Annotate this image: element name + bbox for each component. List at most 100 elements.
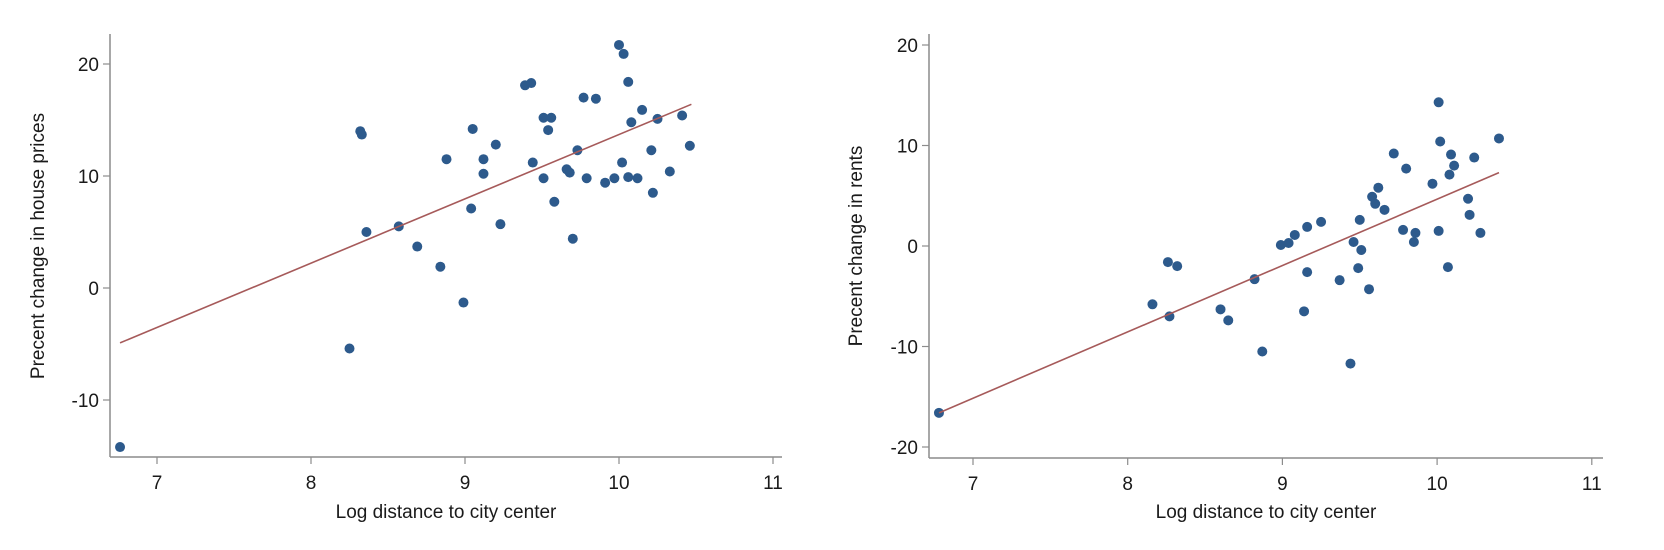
data-point [1398, 224, 1409, 235]
data-point [549, 196, 560, 207]
data-point [543, 125, 554, 136]
data-point [1379, 204, 1390, 215]
data-point [344, 343, 355, 354]
rent-panel: -20 -10 0 10 20 7 8 9 10 11 Log distance to city… [846, 34, 1603, 523]
data-point [1147, 299, 1158, 310]
y-tick-label: 20 [897, 36, 918, 57]
y-tick-label: 20 [78, 55, 99, 76]
data-point [1302, 221, 1313, 232]
data-point [618, 48, 629, 59]
data-point [1353, 263, 1364, 274]
data-point [1433, 225, 1444, 236]
x-tick-label: 9 [460, 473, 471, 494]
data-point [1449, 160, 1460, 171]
y-tick-label: 0 [88, 279, 99, 300]
data-point [1370, 198, 1381, 209]
data-point [684, 140, 695, 151]
data-point [1388, 148, 1399, 159]
house-price-panel: -10 0 10 20 7 8 9 10 11 Log distance to city ce… [28, 34, 783, 523]
x-axis-title: Log distance to city center [1156, 502, 1377, 523]
data-point [1316, 216, 1327, 227]
data-point [1463, 193, 1474, 204]
data-point [1275, 239, 1286, 250]
data-point [538, 112, 549, 123]
data-point [435, 261, 446, 272]
x-tick-label: 9 [1277, 474, 1288, 495]
y-axis-ticks: -10 0 10 20 [72, 55, 110, 412]
data-point [1435, 136, 1446, 147]
data-point [478, 168, 489, 179]
x-tick-label: 11 [763, 473, 783, 494]
data-point [1299, 306, 1310, 317]
fitted-line [938, 171, 1500, 414]
data-point [1433, 97, 1444, 108]
x-tick-label: 8 [1122, 474, 1133, 495]
y-tick-label: 10 [897, 137, 918, 158]
x-tick-label: 7 [968, 474, 979, 495]
data-point [1354, 214, 1365, 225]
data-point [637, 104, 648, 115]
data-point [495, 219, 506, 230]
data-point [614, 39, 624, 50]
data-point [664, 166, 675, 177]
data-point [1302, 267, 1313, 278]
data-point [617, 157, 628, 168]
data-point [1289, 229, 1300, 240]
y-tick-label: -10 [72, 391, 99, 412]
data-point [1172, 261, 1183, 272]
x-axis-ticks: 7 8 9 10 11 [152, 457, 783, 494]
data-point [1401, 163, 1412, 174]
x-tick-label: 10 [608, 473, 629, 494]
x-tick-label: 8 [306, 473, 317, 494]
data-point [1373, 182, 1384, 193]
data-point [1493, 133, 1504, 144]
data-point [412, 241, 423, 252]
data-point [609, 173, 620, 184]
data-point [1408, 236, 1419, 247]
data-point [526, 78, 537, 89]
data-point [356, 129, 367, 140]
data-point [1410, 227, 1421, 238]
data-point [1283, 237, 1294, 248]
data-point [490, 139, 501, 150]
data-point [467, 123, 478, 134]
data-point [1469, 152, 1480, 163]
y-tick-label: -20 [891, 438, 918, 459]
data-point [1356, 245, 1367, 256]
data-point [1442, 262, 1453, 273]
data-point [1162, 257, 1173, 268]
data-point [441, 154, 452, 165]
data-point [1348, 236, 1359, 247]
data-point [623, 172, 634, 183]
data-point [581, 173, 592, 184]
y-axis-ticks: -20 -10 0 10 20 [891, 36, 929, 459]
data-point [546, 112, 557, 123]
x-tick-label: 7 [152, 473, 163, 494]
x-tick-label: 11 [1582, 474, 1602, 495]
plot-area [933, 97, 1504, 418]
data-point [590, 93, 601, 104]
plot-area [115, 39, 695, 453]
y-tick-label: 10 [78, 167, 99, 188]
data-point [1464, 209, 1475, 220]
data-point [1215, 304, 1226, 315]
data-point [478, 154, 489, 165]
data-point [1334, 275, 1345, 286]
data-point [647, 187, 658, 198]
data-point [1345, 358, 1356, 369]
data-point [1427, 178, 1438, 189]
x-tick-label: 10 [1427, 474, 1448, 495]
data-point [1444, 169, 1455, 180]
data-point [466, 203, 477, 214]
data-point [626, 117, 637, 128]
y-tick-label: 0 [907, 237, 918, 258]
data-point [1223, 315, 1234, 326]
data-point [527, 157, 538, 168]
data-point [361, 227, 372, 237]
data-point [564, 167, 575, 178]
y-axis-title: Precent change in rents [846, 146, 867, 347]
data-point [538, 173, 549, 184]
data-point [1446, 149, 1457, 160]
data-point [646, 145, 657, 156]
